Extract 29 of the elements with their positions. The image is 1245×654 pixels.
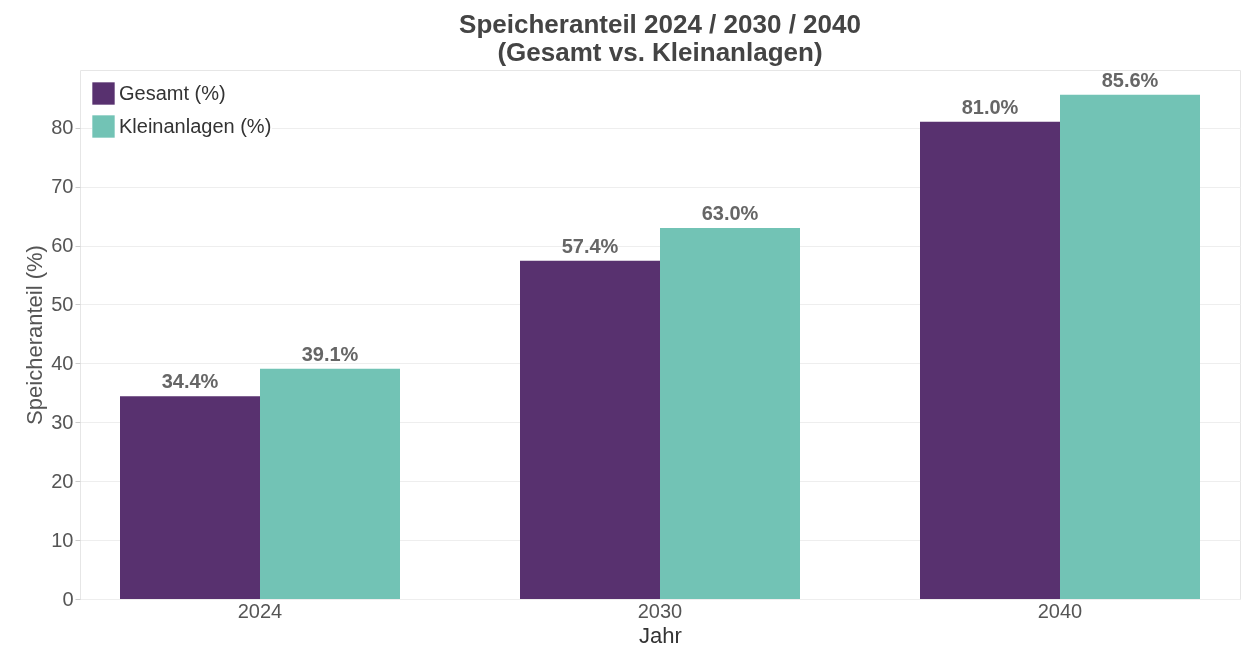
bar <box>920 121 1060 599</box>
bar <box>260 368 400 599</box>
y-tick-label: 50 <box>51 292 74 315</box>
y-tick-label: 80 <box>51 116 74 139</box>
data-label: 85.6% <box>1101 68 1159 91</box>
y-tick-label: 10 <box>51 528 74 551</box>
bar <box>120 396 260 599</box>
legend-label: Kleinanlagen (%) <box>119 114 272 137</box>
y-axis-title: Speicheranteil (%) <box>22 245 48 425</box>
chart-title: Speicheranteil 2024 / 2030 / 2040 (Gesamt vs. Kleinanlagen) <box>459 9 861 67</box>
data-label: 39.1% <box>301 342 359 365</box>
y-tick-label: 70 <box>51 175 74 198</box>
y-tick-label: 40 <box>51 351 74 374</box>
data-label: 63.0% <box>701 201 759 224</box>
data-label: 34.4% <box>161 370 219 393</box>
y-tick-label: 30 <box>51 410 74 433</box>
x-tick-label: 2024 <box>237 599 283 622</box>
bar <box>520 260 660 599</box>
x-tick-label: 2030 <box>637 599 683 622</box>
legend-label: Gesamt (%) <box>119 81 226 104</box>
x-tick-label: 2040 <box>1037 599 1083 622</box>
y-tick-label: 0 <box>62 587 74 610</box>
bar <box>660 227 800 599</box>
x-axis-title: Jahr <box>639 622 682 648</box>
bar <box>1060 94 1200 599</box>
data-label: 81.0% <box>961 95 1019 118</box>
data-label: 57.4% <box>561 234 619 257</box>
y-tick-label: 60 <box>51 234 74 257</box>
y-tick-label: 20 <box>51 469 74 492</box>
